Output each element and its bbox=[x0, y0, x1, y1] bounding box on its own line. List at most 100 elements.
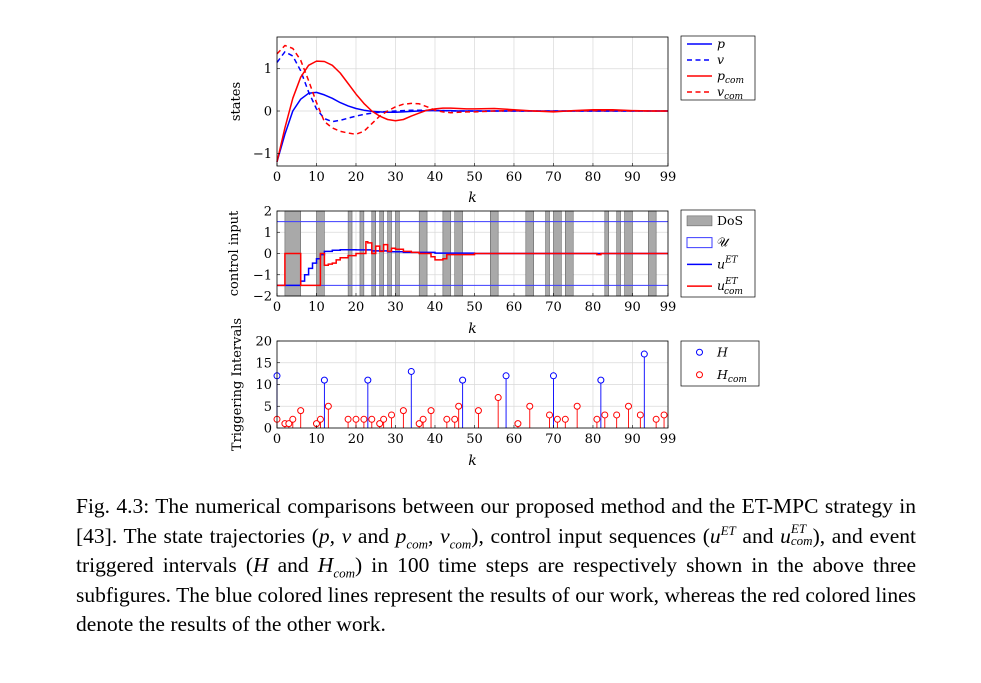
stem-marker-H_com bbox=[316, 415, 324, 423]
trigger-ticks: 0 10 20 30 40 50 60 70 80 90 99 0 5 10 15 20 bbox=[255, 335, 676, 448]
stem-marker-H_com bbox=[526, 402, 534, 410]
caption-text-4: ) in 100 time steps are respectively sho… bbox=[76, 553, 916, 636]
legend-label: p bbox=[717, 36, 725, 51]
stem-marker-H_com bbox=[474, 407, 482, 415]
stem-marker-H_com bbox=[613, 411, 621, 419]
x-tick-label: 90 bbox=[624, 170, 641, 185]
series-line-v_com bbox=[276, 44, 668, 136]
caption-text-2: ), control input sequences ( bbox=[471, 523, 710, 548]
x-tick-label: 99 bbox=[660, 170, 677, 185]
stem-marker-H_com bbox=[289, 415, 297, 423]
caption-and-1: and bbox=[351, 523, 396, 548]
x-tick-label: 30 bbox=[387, 432, 404, 447]
series-step-u^ET_com bbox=[277, 241, 668, 287]
x-tick-label: 10 bbox=[308, 300, 325, 315]
x-tick-label: 30 bbox=[387, 300, 404, 315]
states-series bbox=[276, 44, 668, 163]
x-tick-label: 60 bbox=[506, 170, 523, 185]
legend-box bbox=[680, 340, 760, 387]
states-xlabel: k bbox=[468, 190, 476, 206]
stem-marker-H_com bbox=[285, 420, 293, 428]
caption-sub-v: com bbox=[449, 535, 472, 551]
stem-marker-H_com bbox=[427, 407, 435, 415]
stem-marker-H_com bbox=[415, 420, 423, 428]
x-tick-label: 90 bbox=[624, 300, 641, 315]
control-xlabel: k bbox=[468, 321, 476, 337]
x-tick-label: 40 bbox=[427, 170, 444, 185]
stem-marker-H_com bbox=[573, 402, 581, 410]
caption-math-pv: p, v bbox=[318, 523, 352, 548]
stem-marker-H_com bbox=[455, 402, 463, 410]
figure: 0 10 20 30 40 50 60 70 80 90 99−101 states k pvpco… bbox=[227, 35, 760, 469]
stem-marker-H_com bbox=[388, 411, 396, 419]
caption-sup-u2: ET bbox=[790, 520, 807, 536]
caption-math-u2: u bbox=[780, 523, 791, 548]
states-ticks: 0 10 20 30 40 50 60 70 80 90 99−101 bbox=[253, 62, 676, 185]
stem-marker-H_com bbox=[546, 411, 554, 419]
legend-label: v bbox=[717, 52, 724, 67]
stem-marker-H_com bbox=[324, 402, 332, 410]
x-tick-label: 0 bbox=[273, 300, 281, 315]
caption-math-v: v bbox=[440, 523, 450, 548]
x-tick-label: 60 bbox=[506, 432, 523, 447]
caption-sub-h: com bbox=[333, 565, 355, 581]
legend-label: DoS bbox=[717, 213, 743, 228]
caption-math-h1: H bbox=[253, 553, 269, 577]
x-tick-label: 70 bbox=[545, 300, 562, 315]
legend-label: 𝒰 bbox=[717, 235, 731, 250]
triggering-intervals-subplot: 0 10 20 30 40 50 60 70 80 90 99 0 5 10 15 20 Triggering… bbox=[230, 318, 760, 469]
trigger-ylabel: Triggering Intervals bbox=[230, 318, 245, 451]
x-tick-label: 0 bbox=[273, 432, 281, 447]
stem-marker-H_com bbox=[636, 411, 644, 419]
caption-math-h2: H bbox=[317, 553, 334, 577]
x-tick-label: 70 bbox=[545, 170, 562, 185]
legend-box bbox=[680, 35, 756, 101]
caption-sup-u1: ET bbox=[720, 522, 736, 538]
stem-marker-H_com bbox=[652, 415, 660, 423]
stem-marker-H_com bbox=[593, 415, 601, 423]
states-axes-frame bbox=[276, 36, 669, 167]
stem-marker-H_com bbox=[625, 402, 633, 410]
caption-math-u1: u bbox=[709, 523, 721, 548]
x-tick-label: 50 bbox=[466, 300, 483, 315]
trigger-xlabel: k bbox=[468, 453, 476, 469]
y-tick-label: 1 bbox=[264, 226, 272, 241]
legend-label: uET com bbox=[717, 277, 743, 297]
stem-marker-H bbox=[459, 376, 467, 384]
x-tick-label: 20 bbox=[348, 300, 365, 315]
series-line-p_com bbox=[276, 60, 668, 162]
x-tick-label: 0 bbox=[273, 170, 281, 185]
stem-marker-H bbox=[502, 372, 510, 380]
x-tick-label: 50 bbox=[466, 170, 483, 185]
stem-marker-H_com bbox=[344, 415, 352, 423]
x-tick-label: 80 bbox=[585, 300, 602, 315]
stem-marker-H_com bbox=[601, 411, 609, 419]
x-tick-label: 60 bbox=[506, 300, 523, 315]
stem-marker-H_com bbox=[561, 415, 569, 423]
stem-marker-H bbox=[640, 350, 648, 358]
caption-math-p: p bbox=[395, 523, 407, 548]
caption-and-3: and bbox=[268, 553, 318, 577]
x-tick-label: 80 bbox=[585, 170, 602, 185]
y-tick-label: 20 bbox=[255, 335, 272, 350]
legend-label: uET bbox=[717, 255, 739, 271]
x-tick-label: 30 bbox=[387, 170, 404, 185]
y-tick-label: 10 bbox=[255, 378, 272, 393]
states-ylabel: states bbox=[229, 82, 244, 121]
y-tick-label: −2 bbox=[253, 290, 272, 305]
legend-marker-H_com bbox=[696, 371, 703, 379]
stem-marker-H_com bbox=[494, 394, 502, 402]
dos-interval bbox=[387, 210, 392, 297]
caption-and-2: and bbox=[735, 523, 781, 548]
x-tick-label: 10 bbox=[308, 432, 325, 447]
control-ylabel: control input bbox=[227, 210, 242, 296]
legend-label: vcom bbox=[717, 84, 743, 102]
y-tick-label: 1 bbox=[264, 62, 272, 77]
states-subplot: 0 10 20 30 40 50 60 70 80 90 99−101 states k pvpco… bbox=[229, 35, 756, 206]
y-tick-label: 0 bbox=[264, 422, 272, 437]
y-tick-label: 5 bbox=[264, 400, 272, 415]
stem-marker-H_com bbox=[419, 415, 427, 423]
caption-comma: , bbox=[428, 523, 441, 548]
y-tick-label: −1 bbox=[253, 268, 272, 283]
stem-marker-H_com bbox=[443, 415, 451, 423]
